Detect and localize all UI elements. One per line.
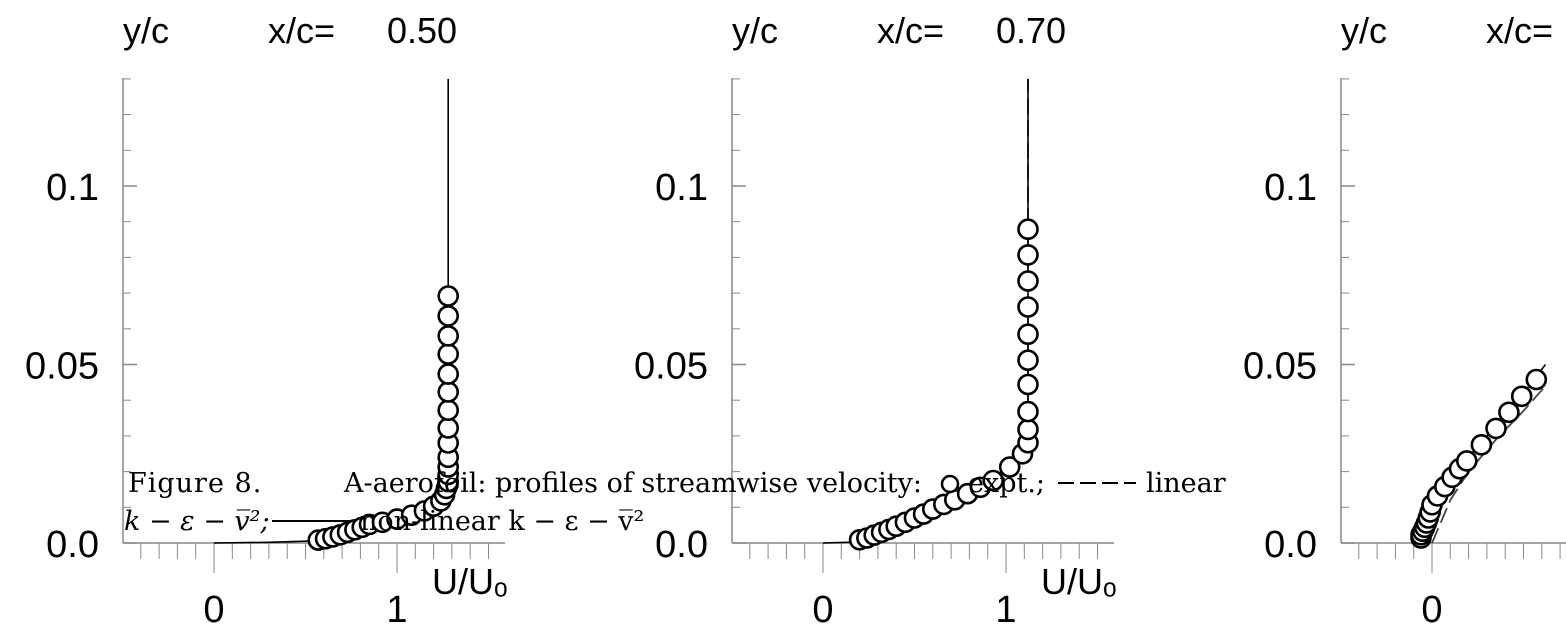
- x-tick-label: 1: [386, 589, 407, 630]
- expt-point: [437, 325, 460, 347]
- expt-point: [437, 363, 460, 385]
- x-tick-label: 0: [1421, 589, 1442, 630]
- caption-line1-text: A-aerofoil: profiles of streamwise veloc…: [343, 468, 922, 499]
- y-tick-label: 0.0: [655, 524, 708, 566]
- expt-point: [1525, 368, 1548, 391]
- panel-title-prefix: x/c=: [1486, 10, 1553, 51]
- panel-title-value: 0.70: [996, 10, 1066, 51]
- expt-point: [1017, 323, 1039, 346]
- x-tick-label: 1: [995, 589, 1016, 630]
- expt-point: [1017, 270, 1039, 292]
- figure-caption: Figure 8. A-aerofoil: profiles of stream…: [124, 468, 1226, 537]
- x-tick-label: 0: [812, 589, 833, 630]
- panel-title-prefix: x/c=: [877, 10, 944, 51]
- x-axis-label: U/Uₒ: [432, 561, 508, 602]
- linear-model-line: [1431, 385, 1547, 544]
- y-tick-label: 0.1: [1264, 167, 1317, 209]
- panel-1: 0.0 0.05 0.1 0 1 y/c x/c= 0.50 U/Uₒ: [25, 10, 508, 630]
- panel-title-prefix: x/c=: [268, 10, 335, 51]
- y-tick-label: 0.1: [655, 167, 708, 209]
- expt-point: [1456, 450, 1478, 472]
- caption-expt-symbol: [940, 474, 960, 494]
- caption-linear-label: linear: [1146, 468, 1226, 499]
- expt-point: [1470, 433, 1493, 456]
- expt-point: [437, 285, 460, 307]
- expt-point: [1017, 418, 1039, 441]
- expt-point: [982, 469, 1005, 492]
- expt-point: [437, 417, 460, 439]
- y-axis-label: y/c: [732, 10, 778, 51]
- y-tick-label: 0.05: [25, 346, 99, 388]
- panel-2: 0.0 0.05 0.1 0 1 y/c x/c= 0.70 U/Uₒ: [634, 10, 1117, 630]
- caption-expt-label: expt.;: [968, 468, 1045, 499]
- expt-point: [437, 305, 460, 327]
- caption-nonlinear-label: non-linear k − ε − v̅²: [360, 506, 644, 537]
- expt-point: [1498, 401, 1520, 424]
- expt-point: [1017, 296, 1039, 318]
- y-axis-label: y/c: [1341, 10, 1387, 51]
- expt-point: [1017, 400, 1039, 423]
- expt-point: [1017, 218, 1039, 240]
- y-tick-label: 0.0: [1264, 524, 1317, 566]
- expt-point: [1017, 373, 1039, 396]
- y-tick-label: 0.05: [634, 346, 708, 388]
- expt-point: [437, 381, 460, 403]
- expt-point: [998, 456, 1021, 478]
- expt-point: [437, 343, 460, 365]
- y-tick-label: 0.0: [46, 524, 99, 566]
- expt-point: [437, 399, 460, 422]
- expt-point: [1485, 417, 1507, 440]
- caption-figure-number: Figure 8.: [128, 468, 262, 499]
- y-tick-label: 0.1: [46, 167, 99, 209]
- expt-point: [1510, 385, 1533, 408]
- expt-point: [1017, 244, 1039, 266]
- x-axis-label: U/Uₒ: [1041, 561, 1117, 602]
- x-tick-label: 0: [203, 589, 224, 630]
- caption-linear-model: k − ε − v̅²;: [124, 506, 270, 537]
- expt-point: [1017, 349, 1039, 372]
- panel-title-value: 0.50: [387, 10, 457, 51]
- y-tick-label: 0.05: [1243, 346, 1317, 388]
- panel-3: 0.0 0.05 0.1 0 y/c x/c=: [1243, 10, 1566, 630]
- y-axis-label: y/c: [123, 10, 169, 51]
